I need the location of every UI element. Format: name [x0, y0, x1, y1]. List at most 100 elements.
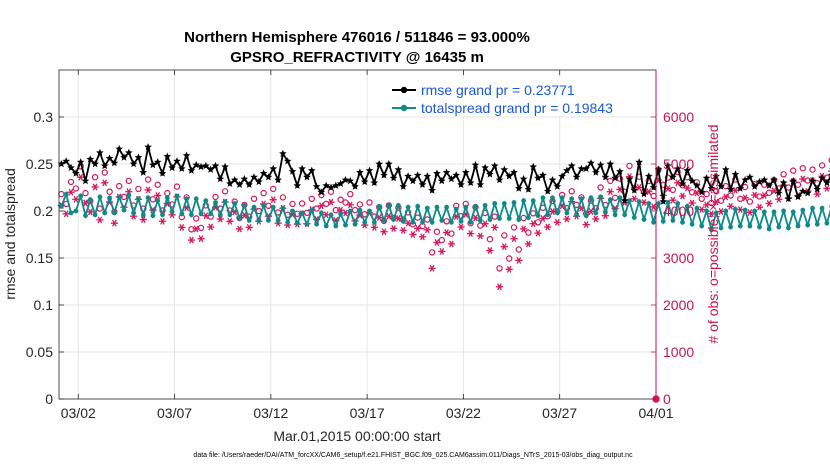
- rmse-point: [230, 176, 239, 184]
- totalspread-point: [251, 204, 257, 210]
- obs-possible-point: [72, 185, 80, 192]
- obs-possible-point: [809, 166, 816, 173]
- rmse-point: [620, 196, 629, 204]
- totalspread-point: [449, 219, 454, 225]
- totalspread-point: [814, 221, 820, 227]
- legend-box: [389, 78, 642, 116]
- rmse-point: [187, 166, 196, 174]
- y2-tick-label: 3000: [663, 250, 694, 266]
- rmse-point: [606, 160, 615, 168]
- obs-assimilated-point: [327, 198, 335, 206]
- rmse-point: [409, 176, 417, 185]
- rmse-point: [442, 168, 451, 176]
- totalspread-point: [343, 222, 348, 228]
- rmse-point: [760, 176, 769, 184]
- obs-assimilated-point: [207, 223, 215, 231]
- obs-assimilated-point: [197, 235, 205, 243]
- rmse-point: [308, 166, 316, 174]
- rmse-point: [385, 160, 393, 168]
- obs-assimilated-point: [770, 187, 778, 195]
- y-tick-label: 0.25: [26, 156, 53, 172]
- totalspread-point: [569, 196, 575, 202]
- obs-assimilated-point: [630, 195, 638, 203]
- rmse-point: [158, 169, 167, 177]
- rmse-point: [601, 173, 610, 181]
- obs-assimilated-point: [736, 206, 744, 214]
- obs-possible-point: [737, 195, 744, 202]
- rmse-point: [110, 159, 119, 167]
- rmse-point: [630, 186, 639, 194]
- totalspread-point: [699, 223, 705, 229]
- obs-assimilated-point: [418, 233, 427, 241]
- totalspread-point: [545, 212, 551, 218]
- rmse-point: [495, 176, 504, 184]
- totalspread-point: [723, 208, 729, 214]
- totalspread-point: [145, 195, 151, 201]
- obs-assimilated-point: [67, 188, 75, 196]
- obs-assimilated-point: [722, 193, 730, 201]
- y-tick-label: 0.1: [34, 297, 54, 313]
- rmse-point: [510, 168, 518, 176]
- obs-assimilated-point: [139, 216, 147, 223]
- rmse-point: [505, 172, 513, 180]
- obs-assimilated-point: [86, 208, 94, 216]
- obs-assimilated-point: [510, 235, 518, 243]
- rmse-point: [317, 188, 326, 196]
- totalspread-point: [107, 195, 112, 201]
- obs-assimilated-point: [202, 212, 210, 220]
- obs-assimilated-point: [394, 215, 402, 222]
- rmse-point: [327, 183, 335, 191]
- totalspread-point: [362, 219, 368, 225]
- y-tick-label: 0: [45, 391, 53, 407]
- rmse-point: [91, 160, 99, 168]
- totalspread-point: [540, 195, 546, 201]
- obs-assimilated-point: [72, 195, 80, 203]
- rmse-point: [736, 184, 745, 192]
- totalspread-point: [704, 208, 709, 214]
- obs-possible-point: [82, 189, 89, 197]
- obs-assimilated-point: [269, 196, 277, 204]
- rmse-point: [428, 186, 436, 194]
- totalspread-point: [641, 217, 647, 222]
- rmse-point: [490, 161, 499, 170]
- obs-assimilated-point: [813, 190, 821, 198]
- rmse-point: [423, 172, 432, 180]
- rmse-point: [818, 174, 826, 182]
- totalspread-point: [266, 218, 271, 223]
- totalspread-point: [294, 220, 300, 226]
- totalspread-point: [424, 205, 430, 211]
- rmse-point: [746, 173, 754, 181]
- rmse-point: [173, 157, 181, 165]
- y-tick-label: 0.2: [34, 203, 54, 219]
- totalspread-point: [87, 197, 93, 203]
- obs-assimilated-point: [563, 215, 571, 223]
- obs-possible-point: [780, 171, 787, 178]
- totalspread-point: [497, 216, 502, 221]
- totalspread-point: [737, 223, 743, 229]
- totalspread-point: [112, 210, 117, 216]
- rmse-point: [226, 179, 234, 187]
- rmse-point: [125, 148, 133, 156]
- y-tick-label: 0.15: [26, 250, 53, 266]
- obs-possible-point: [525, 229, 532, 236]
- rmse-point: [332, 181, 340, 189]
- obs-assimilated-point: [101, 179, 109, 187]
- obs-assimilated-point: [587, 208, 595, 215]
- totalspread-point: [718, 225, 724, 231]
- obs-possible-point: [125, 177, 133, 185]
- rmse-point: [153, 158, 162, 166]
- rmse-point: [197, 162, 205, 171]
- rmse-point: [192, 160, 200, 169]
- obs-assimilated-point: [158, 217, 167, 225]
- obs-possible-point: [260, 189, 267, 197]
- totalspread-point: [78, 193, 84, 199]
- obs-assimilated-point: [216, 215, 224, 223]
- totalspread-point: [237, 216, 242, 221]
- obs-assimilated-point: [235, 225, 244, 233]
- obs-possible-point: [703, 190, 710, 198]
- obs-assimilated-point: [755, 203, 764, 211]
- totalspread-point: [766, 226, 772, 232]
- obs-assimilated-point: [495, 283, 504, 291]
- x-tick-label: 03/12: [253, 405, 288, 421]
